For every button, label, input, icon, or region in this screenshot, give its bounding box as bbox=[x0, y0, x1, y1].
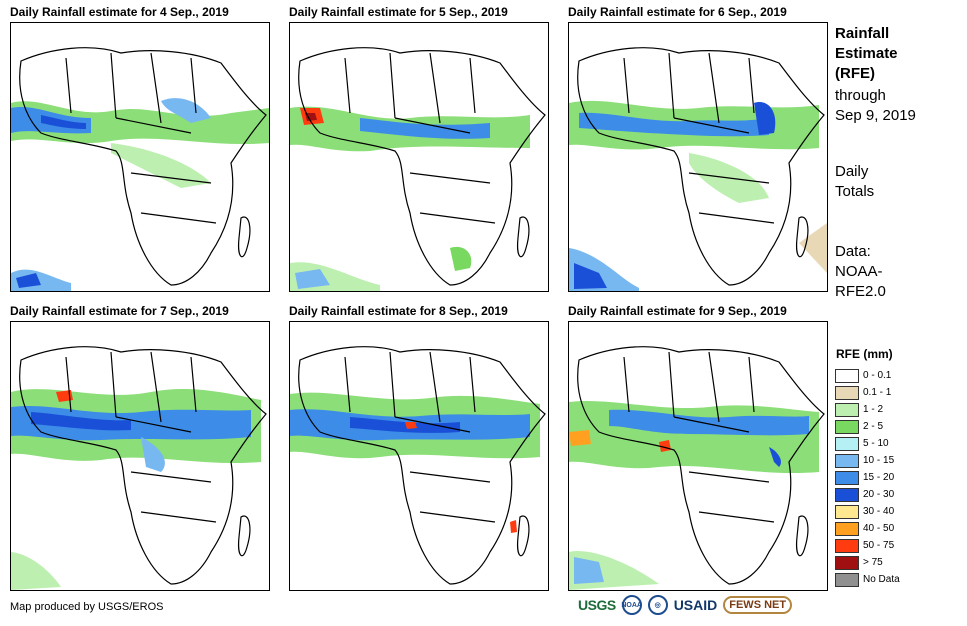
data-source-line-1: Data: bbox=[835, 243, 871, 260]
legend-item: 2 - 5 bbox=[835, 418, 900, 435]
legend-item: 50 - 75 bbox=[835, 537, 900, 554]
product-title: Rainfall Estimate (RFE) bbox=[835, 24, 898, 84]
legend-item: 15 - 20 bbox=[835, 469, 900, 486]
legend-item: 20 - 30 bbox=[835, 486, 900, 503]
legend-item: 0.1 - 1 bbox=[835, 384, 900, 401]
legend-label: 1 - 2 bbox=[863, 404, 884, 415]
legend-swatch bbox=[835, 521, 859, 536]
rainfall-overlay-5 bbox=[290, 392, 540, 533]
legend-swatch bbox=[835, 504, 859, 519]
legend-item: 1 - 2 bbox=[835, 401, 900, 418]
data-source: Data: NOAA- RFE2.0 bbox=[835, 242, 886, 302]
panel-title-2: Daily Rainfall estimate for 5 Sep., 2019 bbox=[289, 5, 508, 19]
usgs-logo: USGS bbox=[578, 597, 616, 613]
legend-label: 0 - 0.1 bbox=[863, 370, 892, 381]
rainfall-map-4 bbox=[10, 321, 270, 591]
legend-swatch bbox=[835, 385, 859, 400]
legend-label: 40 - 50 bbox=[863, 523, 895, 534]
legend-item: 0 - 0.1 bbox=[835, 367, 900, 384]
legend-item: 5 - 10 bbox=[835, 435, 900, 452]
panel-title-6: Daily Rainfall estimate for 9 Sep., 2019 bbox=[568, 304, 787, 318]
legend-swatch bbox=[835, 487, 859, 502]
legend-label: 0.1 - 1 bbox=[863, 387, 892, 398]
through-date: through Sep 9, 2019 bbox=[835, 86, 916, 126]
through-label: through bbox=[835, 87, 886, 104]
rainfall-overlay-1 bbox=[11, 98, 269, 291]
legend-swatch bbox=[835, 572, 859, 587]
legend-swatch bbox=[835, 402, 859, 417]
rainfall-overlay-4 bbox=[11, 389, 261, 590]
coastline-5 bbox=[298, 346, 546, 585]
totals-label: Daily Totals bbox=[835, 162, 874, 202]
rainfall-map-5 bbox=[289, 321, 549, 591]
usaid-logo: USAID bbox=[673, 597, 718, 613]
rainfall-overlay-2 bbox=[290, 106, 530, 291]
legend-label: 20 - 30 bbox=[863, 489, 895, 500]
coastline-2 bbox=[298, 47, 546, 286]
rainfall-map-2 bbox=[289, 22, 549, 292]
totals-line-2: Totals bbox=[835, 183, 875, 200]
legend-swatch bbox=[835, 436, 859, 451]
product-title-line-1: Rainfall bbox=[835, 25, 890, 42]
legend-label: 5 - 10 bbox=[863, 438, 889, 449]
legend-swatch bbox=[835, 555, 859, 570]
map-canvas-4 bbox=[11, 346, 267, 590]
rainfall-map-3 bbox=[568, 22, 828, 292]
panel-title-5: Daily Rainfall estimate for 8 Sep., 2019 bbox=[289, 304, 508, 318]
coastline-4 bbox=[19, 346, 267, 585]
map-canvas-3 bbox=[569, 47, 827, 291]
data-source-line-3: RFE2.0 bbox=[835, 283, 886, 300]
data-source-line-2: NOAA- bbox=[835, 263, 883, 280]
legend-label: No Data bbox=[863, 574, 900, 585]
legend-item: 30 - 40 bbox=[835, 503, 900, 520]
rainfall-map-1 bbox=[10, 22, 270, 292]
legend-item: 10 - 15 bbox=[835, 452, 900, 469]
nasa-seal-icon: ◎ bbox=[647, 595, 668, 615]
legend-item: 40 - 50 bbox=[835, 520, 900, 537]
totals-line-1: Daily bbox=[835, 163, 869, 180]
legend-swatch bbox=[835, 368, 859, 383]
legend-title: RFE (mm) bbox=[836, 347, 893, 361]
legend-swatch bbox=[835, 470, 859, 485]
noaa-logo: NOAA bbox=[621, 595, 642, 615]
fews-net-logo: FEWS NET bbox=[723, 596, 793, 614]
rainfall-map-6 bbox=[568, 321, 828, 591]
coastline-1 bbox=[19, 47, 267, 286]
coastline-3 bbox=[577, 47, 825, 286]
legend-swatch bbox=[835, 538, 859, 553]
product-title-line-3: (RFE) bbox=[835, 65, 875, 82]
panel-title-4: Daily Rainfall estimate for 7 Sep., 2019 bbox=[10, 304, 229, 318]
legend-label: > 75 bbox=[863, 557, 883, 568]
logo-strip: USGS NOAA ◎ USAID FEWS NET bbox=[578, 595, 793, 615]
legend-label: 2 - 5 bbox=[863, 421, 884, 432]
coastline-6 bbox=[577, 346, 825, 585]
legend-label: 50 - 75 bbox=[863, 540, 895, 551]
product-title-line-2: Estimate bbox=[835, 45, 898, 62]
legend-swatch bbox=[835, 453, 859, 468]
legend: 0 - 0.1 0.1 - 1 1 - 2 2 - 5 5 - 10 10 - 15 15 … bbox=[835, 367, 900, 588]
legend-item: No Data bbox=[835, 571, 900, 588]
panel-title-1: Daily Rainfall estimate for 4 Sep., 2019 bbox=[10, 5, 229, 19]
through-date-value: Sep 9, 2019 bbox=[835, 107, 916, 124]
map-canvas-2 bbox=[290, 47, 546, 291]
panel-title-3: Daily Rainfall estimate for 6 Sep., 2019 bbox=[568, 5, 787, 19]
map-canvas-5 bbox=[290, 346, 546, 585]
map-canvas-1 bbox=[11, 47, 269, 291]
legend-swatch bbox=[835, 419, 859, 434]
legend-label: 10 - 15 bbox=[863, 455, 895, 466]
legend-label: 15 - 20 bbox=[863, 472, 895, 483]
map-canvas-6 bbox=[569, 346, 825, 590]
rainfall-overlay-6 bbox=[569, 400, 819, 590]
rainfall-overlay-3 bbox=[569, 100, 827, 291]
legend-label: 30 - 40 bbox=[863, 506, 895, 517]
legend-item: > 75 bbox=[835, 554, 900, 571]
credit-text: Map produced by USGS/EROS bbox=[10, 601, 164, 613]
